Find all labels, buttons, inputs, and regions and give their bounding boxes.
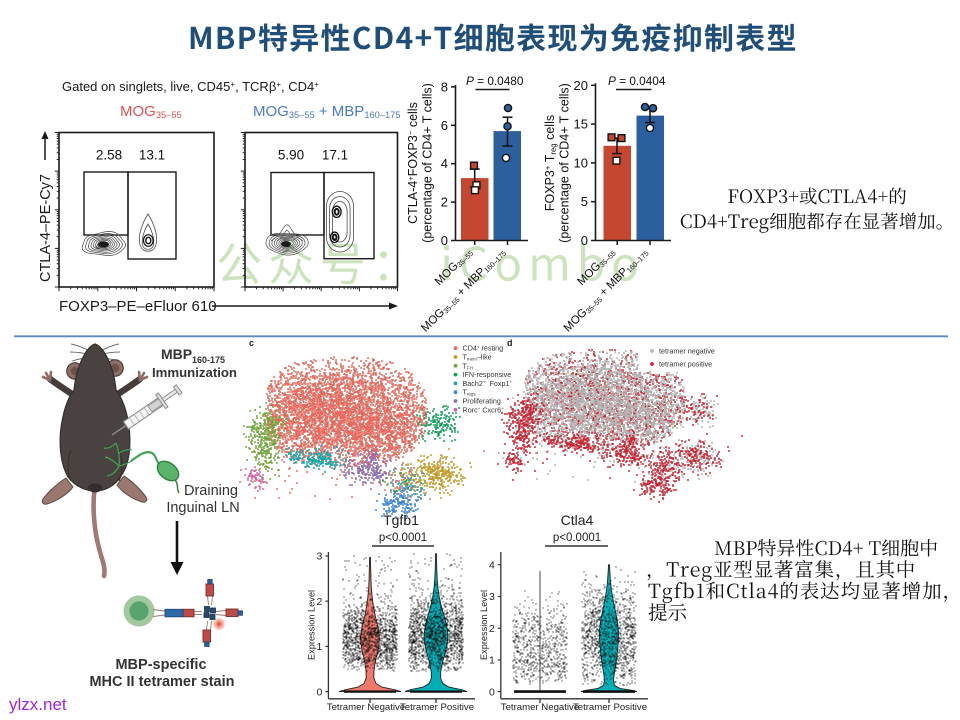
svg-text:0: 0 — [317, 686, 323, 698]
svg-text:15: 15 — [574, 117, 588, 132]
svg-text:FOXP3+ Treg cells: FOXP3+ Treg cells — [543, 115, 558, 211]
svg-text:6: 6 — [441, 118, 448, 133]
svg-text:17.1: 17.1 — [322, 148, 348, 163]
svg-text:Tetramer Negative: Tetramer Negative — [327, 702, 405, 713]
svg-text:4: 4 — [489, 560, 495, 572]
svg-text:Expression Level: Expression Level — [307, 590, 317, 660]
svg-text:2: 2 — [317, 596, 323, 608]
svg-text:tetramer negative: tetramer negative — [659, 347, 715, 356]
svg-text:P = 0.0404: P = 0.0404 — [608, 74, 666, 88]
svg-text:(percentage of CD4+ T cells): (percentage of CD4+ T cells) — [558, 83, 572, 243]
svg-text:MHC II tetramer stain: MHC II tetramer stain — [89, 674, 234, 690]
svg-text:p<0.0001: p<0.0001 — [553, 532, 601, 544]
svg-text:Bach2+ Foxp1+: Bach2+ Foxp1+ — [463, 379, 513, 388]
svg-text:ylzx.net: ylzx.net — [9, 695, 67, 714]
svg-text:4: 4 — [441, 156, 448, 171]
svg-text:5: 5 — [581, 194, 588, 209]
svg-text:c: c — [249, 338, 254, 348]
svg-text:Expression Level: Expression Level — [479, 590, 489, 660]
svg-text:d: d — [507, 338, 513, 348]
svg-text:Tregs: Tregs — [463, 388, 477, 397]
svg-text:Draining: Draining — [184, 483, 238, 499]
svg-text:20: 20 — [574, 78, 588, 93]
svg-text:13.1: 13.1 — [139, 148, 165, 163]
svg-text:MOG35–55 + MBP160–175: MOG35–55 + MBP160–175 — [253, 103, 401, 120]
svg-text:0: 0 — [489, 686, 495, 698]
svg-text:CTLA-4+FOXP3− cells: CTLA-4+FOXP3− cells — [406, 102, 420, 224]
svg-text:FOXP3–PE–eFluor 610: FOXP3–PE–eFluor 610 — [59, 298, 217, 315]
svg-text:(percentage of CD4+ T cells): (percentage of CD4+ T cells) — [421, 83, 435, 243]
svg-text:Proliferating: Proliferating — [463, 397, 501, 406]
svg-text:2.58: 2.58 — [96, 148, 122, 163]
svg-text:Ctla4: Ctla4 — [561, 512, 594, 528]
svg-text:tetramer positive: tetramer positive — [659, 360, 712, 369]
svg-text:Tetramer Positive: Tetramer Positive — [573, 702, 647, 713]
svg-text:Tetramer Positive: Tetramer Positive — [400, 702, 474, 713]
svg-text:10: 10 — [574, 155, 588, 170]
svg-text:IFN-responsive: IFN-responsive — [463, 370, 512, 379]
svg-text:Tgfb1: Tgfb1 — [383, 512, 419, 528]
svg-text:1: 1 — [317, 641, 323, 653]
svg-text:MBP-specific: MBP-specific — [115, 657, 206, 673]
svg-text:Gated on singlets, live, CD45+: Gated on singlets, live, CD45+, TCRβ+, C… — [62, 79, 319, 94]
svg-text:Tetramer Negative: Tetramer Negative — [501, 702, 579, 713]
svg-text:160-175: 160-175 — [192, 355, 225, 365]
svg-text:p<0.0001: p<0.0001 — [379, 532, 427, 544]
svg-text:Inguinal LN: Inguinal LN — [166, 500, 239, 516]
svg-text:MOG35–55: MOG35–55 — [120, 103, 182, 120]
svg-text:2: 2 — [489, 623, 495, 635]
svg-text:8: 8 — [441, 79, 448, 94]
svg-text:CD4+ resting: CD4+ resting — [463, 344, 504, 353]
svg-text:0: 0 — [581, 233, 588, 248]
svg-text:1: 1 — [489, 655, 495, 667]
svg-text:P = 0.0480: P = 0.0480 — [466, 74, 524, 88]
svg-text:5.90: 5.90 — [278, 148, 304, 163]
svg-text:3: 3 — [317, 551, 323, 563]
svg-text:TFH: TFH — [463, 361, 473, 370]
svg-text:Tmem–like: Tmem–like — [463, 353, 492, 362]
svg-text:2: 2 — [441, 195, 448, 210]
svg-text:MBP: MBP — [161, 346, 192, 362]
svg-text:Rorc+ Cxcr6+: Rorc+ Cxcr6+ — [463, 405, 505, 414]
svg-text:Immunization: Immunization — [152, 365, 237, 380]
svg-text:0: 0 — [441, 233, 448, 248]
svg-text:3: 3 — [489, 591, 495, 603]
svg-text:CTLA-4–PE-Cy7: CTLA-4–PE-Cy7 — [38, 174, 54, 282]
